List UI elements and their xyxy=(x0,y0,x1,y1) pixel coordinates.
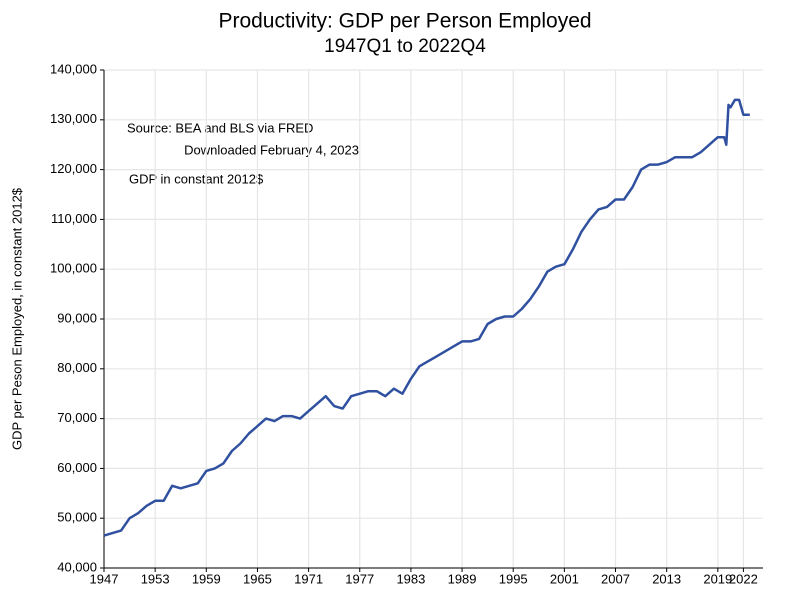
y-tick-label: 70,000 xyxy=(57,410,97,425)
annotation: GDP in constant 2012$ xyxy=(129,171,264,186)
x-tick-label: 1989 xyxy=(448,571,477,586)
y-tick-label: 120,000 xyxy=(50,161,97,176)
chart-subtitle: 1947Q1 to 2022Q4 xyxy=(324,36,486,57)
chart-title: Productivity: GDP per Person Employed xyxy=(218,10,591,33)
y-tick-label: 130,000 xyxy=(50,111,97,126)
x-tick-label: 1959 xyxy=(192,571,221,586)
x-tick-label: 1965 xyxy=(243,571,272,586)
x-tick-label: 2013 xyxy=(652,571,681,586)
x-tick-label: 1983 xyxy=(396,571,425,586)
y-tick-label: 100,000 xyxy=(50,261,97,276)
annotation: Source: BEA and BLS via FRED xyxy=(127,120,313,135)
x-tick-label: 1947 xyxy=(90,571,119,586)
y-tick-label: 40,000 xyxy=(57,559,97,574)
y-tick-label: 50,000 xyxy=(57,510,97,525)
y-tick-label: 80,000 xyxy=(57,360,97,375)
data-line xyxy=(103,98,750,537)
x-tick-label: 2022 xyxy=(729,571,758,586)
y-tick-label: 90,000 xyxy=(57,310,97,325)
x-tick-label: 1953 xyxy=(141,571,170,586)
y-tick-label: 140,000 xyxy=(50,61,97,76)
x-tick-label: 1977 xyxy=(345,571,374,586)
x-tick-label: 2007 xyxy=(601,571,630,586)
y-axis-label: GDP per Peson Employed, in constant 2012… xyxy=(9,187,24,450)
x-tick-label: 1995 xyxy=(499,571,528,586)
x-tick-label: 1971 xyxy=(294,571,323,586)
y-tick-label: 110,000 xyxy=(51,211,97,226)
y-tick-label: 60,000 xyxy=(57,460,97,475)
annotation: Downloaded February 4, 2023 xyxy=(184,142,359,157)
x-tick-label: 2001 xyxy=(550,571,579,586)
x-tick-label: 2019 xyxy=(703,571,732,586)
